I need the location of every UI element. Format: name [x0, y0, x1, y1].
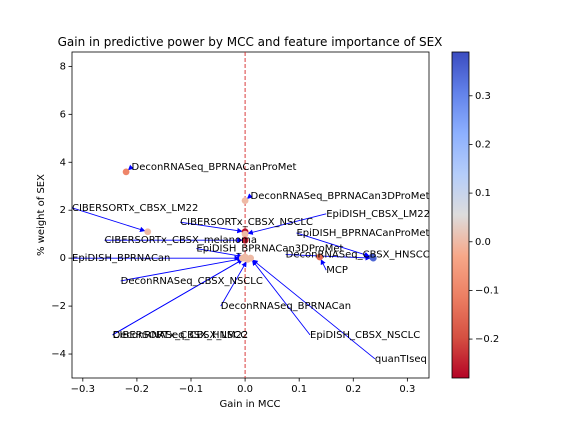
- x-tick-label: 0.3: [399, 384, 415, 395]
- data-point: [241, 254, 249, 262]
- y-tick-label: 6: [60, 109, 66, 120]
- y-tick-label: 8: [60, 61, 66, 72]
- data-point: [144, 228, 152, 236]
- colorbar-tick-label: 0.2: [475, 139, 491, 150]
- annotation-arrow: [196, 248, 243, 259]
- point-label: CIBERSORTx_CBSX_melanoma: [104, 235, 257, 246]
- point-label: DeconRNASeq_CBSX_HNSCC: [286, 250, 430, 261]
- annotation-arrow: [320, 259, 327, 271]
- annotation-arrow: [220, 261, 247, 307]
- annotation-arrow: [112, 259, 243, 336]
- colorbar-tick-label: −0.2: [475, 334, 499, 345]
- y-tick-label: −2: [51, 301, 66, 312]
- data-point: [122, 168, 130, 176]
- point-label: EpiDISH_BPRNACan3DProMet: [196, 244, 343, 255]
- data-point: [241, 230, 249, 238]
- x-tick-label: 0.0: [237, 384, 253, 395]
- annotation-arrow: [180, 221, 243, 234]
- x-tick-label: −0.1: [179, 384, 203, 395]
- colorbar-tick-label: 0.0: [475, 237, 491, 248]
- y-tick-label: 2: [60, 205, 66, 216]
- y-axis-label: % weight of SEX: [36, 174, 47, 256]
- point-label: DeconRNASeq_BPRNACanProMet: [132, 162, 297, 173]
- point-label: quanTIseq: [375, 354, 427, 365]
- annotation-arrow: [246, 193, 253, 199]
- point-label: EpiDISH_CBSX_NSCLC: [310, 330, 420, 341]
- y-tick-label: 4: [60, 157, 66, 168]
- x-tick-label: 0.1: [291, 384, 307, 395]
- point-label: CIBERSORTx_CBSX_HNSCC: [113, 330, 248, 341]
- annotation-arrow: [71, 207, 146, 232]
- point-label: MCP: [326, 265, 348, 276]
- annotation-arrow: [285, 254, 371, 261]
- point-label: DeconRNASeq_BPRNACan: [221, 301, 351, 312]
- point-label: EpiDISH_CBSX_LM22: [326, 209, 430, 220]
- data-point: [247, 254, 254, 262]
- point-label: CIBERSORTx_CBSX_LM22: [72, 203, 198, 214]
- chart-title: Gain in predictive power by MCC and feat…: [58, 35, 443, 49]
- annotation-arrow: [120, 256, 243, 282]
- colorbar-tick-label: −0.1: [475, 285, 499, 296]
- data-point: [369, 254, 377, 262]
- point-label: DeconRNASeq_CBSX_LM22: [113, 330, 249, 341]
- colorbar-tick-label: 0.3: [475, 91, 491, 102]
- x-tick-label: 0.2: [345, 384, 361, 395]
- x-tick-label: −0.3: [71, 384, 95, 395]
- point-label: CIBERSORTx_CBSX_NSCLC: [180, 217, 313, 228]
- y-tick-label: 0: [60, 253, 66, 264]
- data-point: [241, 197, 249, 205]
- annotation-arrow: [127, 164, 134, 171]
- y-tick-label: −4: [51, 349, 66, 360]
- x-tick-label: −0.2: [125, 384, 149, 395]
- data-point: [241, 236, 249, 244]
- point-label: EpiDISH_BPRNACan: [72, 253, 170, 264]
- data-point: [316, 253, 324, 261]
- colorbar: [451, 51, 470, 379]
- point-label: EpiDISH_BPRNACanProMet: [296, 228, 429, 239]
- colorbar-tick-label: 0.1: [475, 188, 491, 199]
- x-axis-label: Gain in MCC: [219, 399, 280, 410]
- annotation-arrow: [247, 213, 327, 235]
- annotation-arrow: [252, 259, 376, 360]
- annotation-arrow: [296, 232, 370, 258]
- annotation-arrow: [251, 260, 311, 336]
- point-label: DeconRNASeq_CBSX_NSCLC: [121, 276, 263, 287]
- point-label: DeconRNASeq_BPRNACan3DProMet: [251, 191, 430, 202]
